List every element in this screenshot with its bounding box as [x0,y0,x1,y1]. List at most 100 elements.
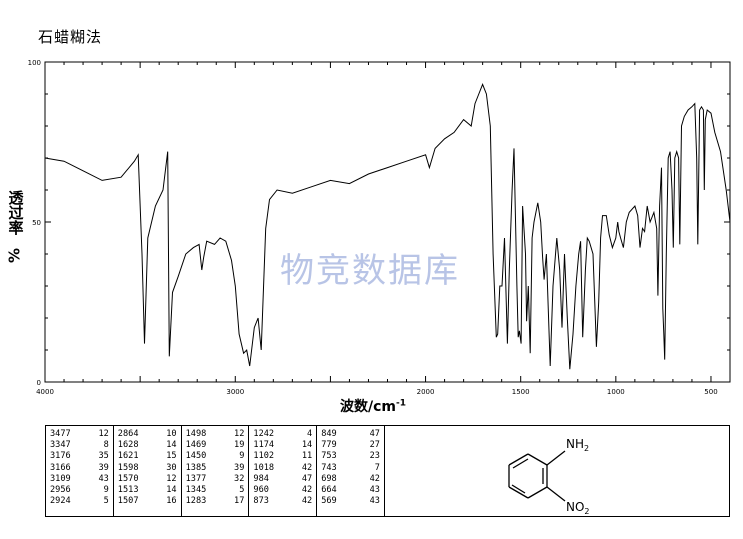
amino-label-sub: 2 [584,444,589,453]
peak-wavenumber: 698 [321,473,337,484]
peak-transmittance: 15 [166,451,177,462]
peak-transmittance: 4 [307,429,313,439]
peak-transmittance: 43 [369,485,380,496]
x-axis-label-text: 波数/cm [340,399,396,415]
peak-wavenumber: 1385 [185,462,207,473]
peak-row: 3109 43 [50,474,109,485]
peak-transmittance: 47 [369,429,380,439]
peak-wavenumber: 1377 [185,473,207,484]
watermark: 物竞数据库 [280,251,460,291]
peak-wavenumber: 1598 [117,462,139,473]
peak-wavenumber: 2924 [50,496,71,507]
peak-transmittance: 12 [166,473,177,484]
peak-row: 1242 4 [253,429,312,440]
peak-wavenumber: 1283 [185,496,207,507]
peak-wavenumber: 1513 [117,485,139,496]
peak-row: 3347 8 [50,440,109,451]
peak-transmittance: 5 [103,496,109,507]
x-tick-label: 1500 [512,388,530,396]
x-tick-label: 2000 [417,388,435,396]
peak-row: 873 42 [253,496,312,507]
peak-table-column: 1242 4 1174 14 1102 11 1018 42 984 47 960 42 873 42 [249,426,318,516]
y-tick-label: 50 [32,219,41,227]
x-tick-label: 1000 [607,388,625,396]
peak-wavenumber: 3109 [50,473,71,484]
nitro-label-text: NO [566,500,584,514]
peak-row: 569 43 [321,496,380,507]
peak-transmittance: 39 [98,462,109,473]
x-tick-label: 500 [704,388,717,396]
peak-row: 849 47 [321,429,380,440]
peak-wavenumber: 1498 [185,429,207,439]
peak-transmittance: 14 [301,440,313,451]
transmittance-series-line [44,83,731,370]
amino-label-text: NH [566,437,584,451]
peak-table-column: 849 47 779 27 753 23 743 7 698 42 664 43 569 43 [317,426,384,516]
peak-wavenumber: 779 [321,440,337,451]
peak-row: 1621 15 [118,451,177,462]
peak-table: 3477 12 3347 8 3176 35 3166 39 3109 43 2956 9 2924 5 2… [45,425,385,517]
peak-row: 1570 12 [118,474,177,485]
method-title: 石蜡糊法 [38,28,103,46]
peak-wavenumber: 1621 [117,451,139,462]
peak-row: 1598 30 [118,463,177,474]
peak-wavenumber: 1174 [253,440,275,451]
peak-wavenumber: 960 [253,485,269,496]
peak-row: 753 23 [321,451,380,462]
peak-row: 960 42 [253,485,312,496]
peak-row: 1174 14 [253,440,312,451]
peak-transmittance: 9 [103,485,109,496]
peak-transmittance: 42 [301,485,313,496]
peak-wavenumber: 1507 [117,496,139,507]
peak-row: 1385 39 [186,463,245,474]
peak-transmittance: 19 [234,440,245,451]
peak-row: 1513 14 [118,485,177,496]
peak-transmittance: 43 [98,473,109,484]
peak-transmittance: 42 [369,473,380,484]
peak-wavenumber: 1018 [253,462,275,473]
x-axis-label-sup: -1 [396,398,406,409]
y-tick-label: 100 [28,59,41,67]
peak-transmittance: 47 [301,473,313,484]
peak-row: 3477 12 [50,429,109,440]
peak-row: 1628 14 [118,440,177,451]
peak-wavenumber: 3477 [50,429,71,439]
o-nitroaniline-structure: NH2 NO2 [508,437,590,516]
peak-wavenumber: 2956 [50,485,71,496]
peak-wavenumber: 753 [321,451,337,462]
nitro-label-sub: 2 [584,507,589,516]
amino-label: NH2 [566,437,589,453]
peak-row: 3176 35 [50,451,109,462]
peak-transmittance: 35 [98,451,109,462]
peak-wavenumber: 2864 [117,429,139,439]
peak-wavenumber: 849 [321,429,337,439]
peak-transmittance: 8 [103,440,109,451]
x-tick-label: 3000 [226,388,244,396]
peak-row: 664 43 [321,485,380,496]
peak-wavenumber: 1628 [117,440,139,451]
peak-wavenumber: 3176 [50,451,71,462]
peak-table-column: 2864 10 1628 14 1621 15 1598 30 1570 12 1513 14 1507… [114,426,182,516]
peak-wavenumber: 1242 [253,429,275,439]
peak-transmittance: 14 [166,485,177,496]
plot-frame [44,61,731,383]
peak-transmittance: 39 [234,462,245,473]
peak-wavenumber: 569 [321,496,337,507]
structure-box: NH2 NO2 [385,425,730,517]
peak-row: 2956 9 [50,485,109,496]
axis-ticks [44,61,730,383]
peak-wavenumber: 873 [253,496,269,507]
peak-transmittance: 12 [98,429,109,439]
peak-transmittance: 27 [369,440,380,451]
peak-transmittance: 12 [234,429,245,439]
peak-transmittance: 17 [234,496,245,507]
peak-row: 1377 32 [186,474,245,485]
peak-row: 1018 42 [253,463,312,474]
peak-transmittance: 9 [239,451,245,462]
peak-transmittance: 32 [234,473,245,484]
peak-row: 1102 11 [253,451,312,462]
peak-transmittance: 23 [369,451,380,462]
peak-transmittance: 16 [166,496,177,507]
peak-row: 1283 17 [186,496,245,507]
